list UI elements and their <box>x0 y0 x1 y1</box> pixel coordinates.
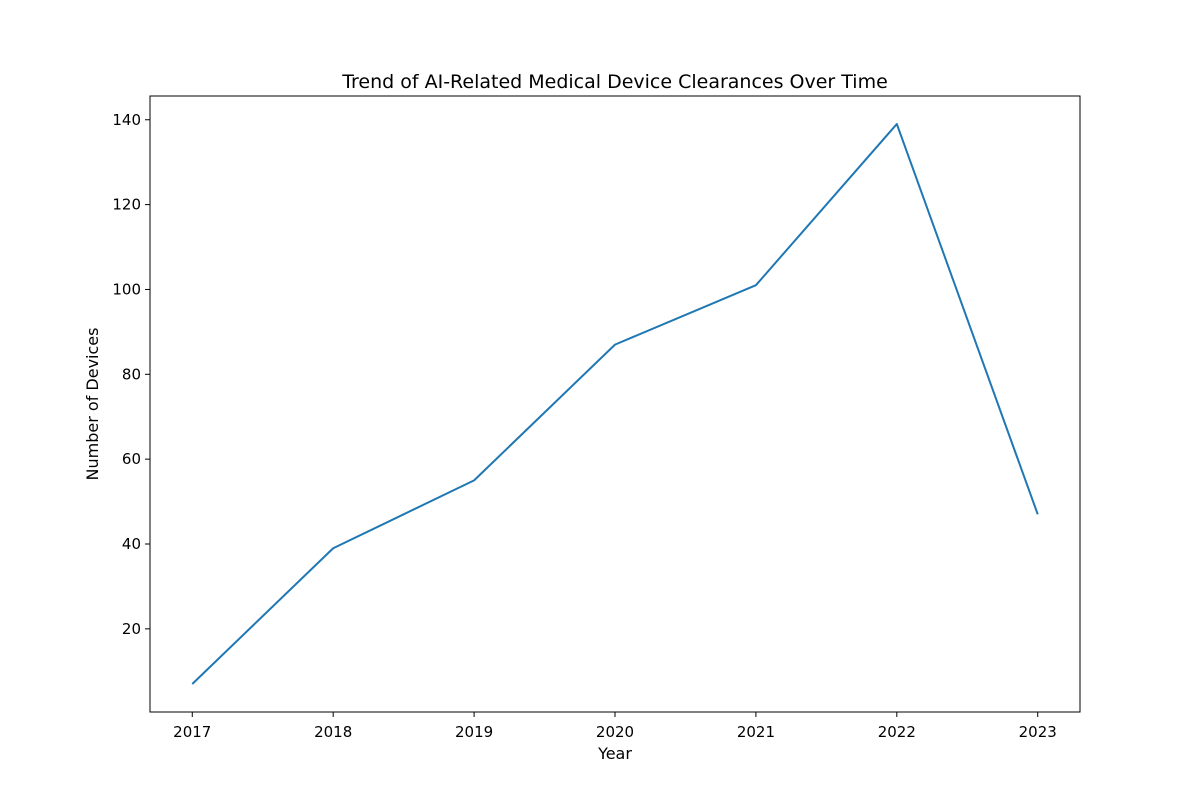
y-tick-label: 140 <box>112 111 141 129</box>
chart-title: Trend of AI-Related Medical Device Clear… <box>341 71 888 93</box>
plot-area: 2017 2018 2019 2020 2021 2022 2023 20 40 60 80 100 1… <box>112 95 1081 741</box>
x-tick-label: 2022 <box>878 723 916 741</box>
y-tick-label: 100 <box>112 280 141 298</box>
x-tick-label: 2017 <box>173 723 211 741</box>
x-tick-label: 2018 <box>314 723 352 741</box>
y-tick-label: 80 <box>122 365 141 383</box>
x-tick-label: 2023 <box>1019 723 1057 741</box>
plot-frame <box>149 95 1081 713</box>
x-tick-label: 2020 <box>596 723 634 741</box>
x-tick-label: 2019 <box>455 723 493 741</box>
series-line-0 <box>191 123 1039 685</box>
x-tick-label: 2021 <box>737 723 775 741</box>
y-tick-label: 120 <box>112 196 141 214</box>
x-axis-label: Year <box>597 744 632 763</box>
y-tick-label: 40 <box>122 535 141 553</box>
y-tick-label: 20 <box>122 620 141 638</box>
y-axis-label: Number of Devices <box>83 328 102 481</box>
y-tick-label: 60 <box>122 450 141 468</box>
